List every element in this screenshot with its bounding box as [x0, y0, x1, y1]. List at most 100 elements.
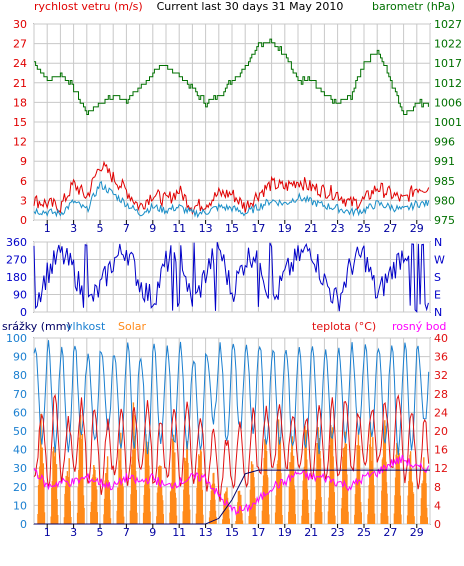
solar-bar — [43, 480, 45, 524]
solar-bar — [319, 458, 322, 524]
baro-y-tick: 996 — [434, 136, 455, 149]
solar-bar — [123, 516, 125, 524]
baro-y-tick: 991 — [434, 155, 455, 168]
temp-y-tick: 0 — [434, 518, 441, 531]
direction-y-tick: 360 — [6, 236, 27, 249]
dew-point-line — [33, 454, 430, 516]
baro-y-tick: 975 — [434, 214, 455, 227]
solar-bar — [413, 516, 415, 524]
solar-bar — [228, 509, 230, 524]
solar-bar — [399, 495, 401, 524]
solar-bar — [70, 517, 72, 524]
solar-bar — [347, 511, 349, 524]
x-tick-label: 5 — [97, 526, 104, 539]
direction-y-tick: 90 — [13, 289, 27, 302]
humidity-y-tick: 70 — [13, 388, 27, 401]
temp-y-tick: 20 — [434, 425, 448, 438]
solar-bar — [346, 489, 349, 524]
humidity-y-tick: 0 — [20, 518, 27, 531]
solar-bar — [109, 518, 112, 524]
x-tick-label: 7 — [123, 222, 130, 235]
wind-y-tick: 9 — [20, 155, 27, 168]
x-tick-label: 9 — [149, 222, 156, 235]
solar-bar — [228, 518, 230, 524]
dew-label: rosný bod — [392, 320, 446, 333]
wind-y-tick: 30 — [13, 18, 27, 31]
solar-bar — [360, 512, 362, 524]
direction-compass-label: W — [434, 254, 445, 267]
solar-bar — [56, 499, 58, 524]
temp-y-tick: 12 — [434, 462, 448, 475]
temp-y-tick: 32 — [434, 369, 448, 382]
direction-compass-label: S — [434, 271, 441, 284]
rain-axis-label: srážky (mm) — [2, 320, 71, 333]
direction-y-tick: 180 — [6, 271, 27, 284]
wind-average-line — [33, 180, 430, 219]
solar-bar — [174, 452, 176, 524]
solar-bar — [175, 515, 178, 524]
baro-y-tick: 985 — [434, 175, 455, 188]
humidity-y-tick: 30 — [13, 462, 27, 475]
x-tick-label: 19 — [278, 222, 292, 235]
solar-bar — [425, 483, 427, 524]
direction-compass-label: N — [434, 306, 442, 319]
solar-bar — [55, 464, 58, 524]
temp-y-tick: 16 — [434, 444, 448, 457]
x-tick-label: 23 — [331, 222, 345, 235]
solar-bar — [136, 512, 138, 524]
x-tick-label: 17 — [251, 222, 265, 235]
solar-bar — [135, 489, 137, 524]
humidity-line — [33, 340, 430, 456]
x-tick-label: 29 — [410, 222, 424, 235]
baro-axis-label: barometr (hPa) — [372, 0, 455, 13]
direction-compass-label: N — [434, 236, 442, 249]
x-tick-label: 25 — [357, 526, 371, 539]
x-tick-label: 5 — [97, 222, 104, 235]
solar-bar — [373, 513, 376, 524]
temp-y-tick: 4 — [434, 499, 441, 512]
x-tick-label: 15 — [225, 222, 239, 235]
x-tick-label: 21 — [304, 222, 318, 235]
solar-bar — [241, 513, 243, 524]
wind-y-tick: 6 — [20, 175, 27, 188]
solar-bar — [281, 515, 283, 524]
direction-compass-label: E — [434, 289, 441, 302]
baro-y-tick: 1001 — [434, 116, 462, 129]
temp-y-tick: 8 — [434, 481, 441, 494]
solar-bar — [333, 492, 335, 524]
x-tick-label: 11 — [172, 526, 186, 539]
baro-y-tick: 1027 — [434, 18, 462, 31]
x-tick-label: 1 — [44, 526, 51, 539]
solar-bar — [358, 445, 361, 524]
solar-bar — [148, 488, 151, 524]
x-tick-label: 3 — [70, 222, 77, 235]
solar-bar — [57, 515, 59, 524]
solar-bar — [254, 498, 256, 524]
x-tick-label: 15 — [225, 526, 239, 539]
solar-bar — [162, 514, 164, 524]
x-tick-label: 29 — [410, 526, 424, 539]
humidity-y-tick: 40 — [13, 444, 27, 457]
temp-y-tick: 36 — [434, 351, 448, 364]
solar-bar — [188, 494, 190, 524]
solar-bar — [201, 489, 203, 524]
x-tick-label: 9 — [149, 526, 156, 539]
solar-bar — [280, 481, 283, 524]
x-tick-label: 11 — [172, 222, 186, 235]
solar-bar — [387, 515, 389, 524]
solar-label: Solar — [118, 320, 147, 333]
temp-y-tick: 28 — [434, 388, 448, 401]
temp-y-tick: 40 — [434, 332, 448, 345]
solar-bar — [255, 516, 257, 524]
solar-bar — [149, 511, 151, 524]
barometer-line — [34, 38, 429, 115]
humidity-y-tick: 20 — [13, 481, 27, 494]
solar-bar — [373, 485, 375, 524]
solar-bar — [122, 486, 124, 524]
solar-bar — [202, 514, 204, 524]
solar-bar — [426, 517, 428, 524]
temp-y-tick: 24 — [434, 406, 448, 419]
solar-bar — [215, 516, 217, 524]
wind-y-tick: 18 — [13, 96, 27, 109]
solar-bar — [307, 513, 310, 524]
